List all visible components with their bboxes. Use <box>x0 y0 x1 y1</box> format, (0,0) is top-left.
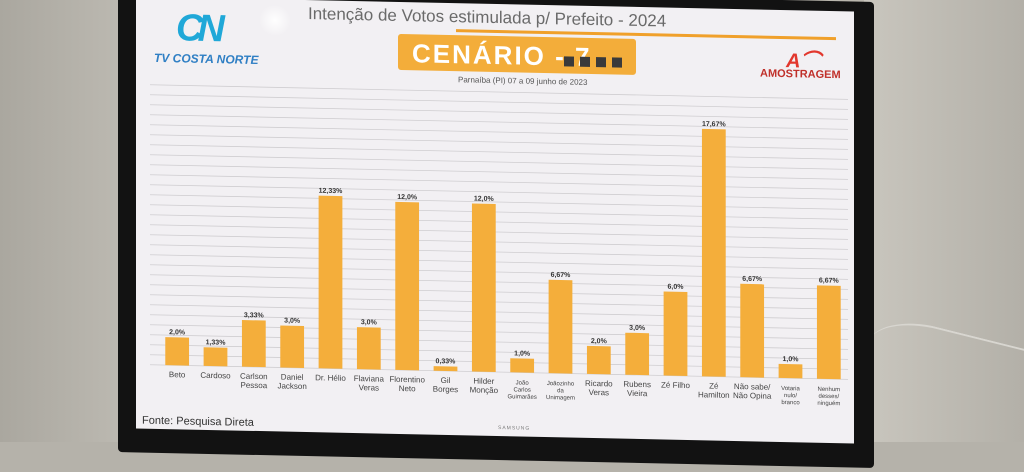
value-label-18: 6,67% <box>819 277 840 284</box>
grid-line <box>150 204 848 220</box>
category-label-12: RicardoVeras <box>585 379 613 398</box>
value-label-2: 1,33% <box>206 339 227 346</box>
value-label-13: 3,0% <box>629 325 646 332</box>
grid-line <box>150 314 848 330</box>
grid-line <box>150 274 848 290</box>
value-label-3: 3,33% <box>244 312 265 319</box>
category-label-9: HilderMonção <box>470 376 499 395</box>
bar-6 <box>356 327 381 370</box>
bar-5 <box>318 195 343 369</box>
category-label-5: Dr. Hélio <box>315 373 346 383</box>
value-label-17: 1,0% <box>783 356 800 363</box>
grid-line <box>150 164 848 180</box>
bar-11 <box>548 279 573 374</box>
grid-line <box>150 174 848 190</box>
tv-brand: SAMSUNG <box>498 425 531 432</box>
category-label-1: Beto <box>169 370 186 379</box>
tv-screen: CN TV COSTA NORTE Intenção de Votos esti… <box>136 0 854 444</box>
category-label-7: FlorentinoNeto <box>389 375 425 394</box>
grid-line <box>150 184 848 200</box>
grid-line <box>150 324 848 340</box>
grid-line <box>150 104 848 120</box>
grid-line <box>150 124 848 140</box>
grid-line <box>150 264 848 280</box>
bar-12 <box>586 345 611 375</box>
grid-line <box>150 214 848 230</box>
value-label-15: 17,67% <box>702 121 727 129</box>
grid-line <box>150 364 848 380</box>
category-label-16: Não sabe/Não Opina <box>733 382 772 401</box>
light-glare <box>258 5 292 36</box>
value-label-7: 12,0% <box>397 194 418 201</box>
bar-7 <box>395 201 420 371</box>
category-label-8: GilBorges <box>433 376 458 395</box>
bar-10 <box>510 358 535 373</box>
bar-17 <box>778 363 803 379</box>
bar-9 <box>471 203 496 372</box>
value-label-12: 2,0% <box>591 338 608 345</box>
category-label-10: JoãoCarlosGuimarães <box>507 380 536 401</box>
bar-16 <box>740 283 765 378</box>
bar-14 <box>663 291 688 377</box>
grid-line <box>150 254 848 270</box>
grid-line <box>150 84 848 100</box>
category-label-17: Votarianulo/branco <box>781 386 800 406</box>
bar-4 <box>280 325 305 368</box>
wall-left <box>0 0 130 472</box>
grid-line <box>150 304 848 320</box>
tv-frame: CN TV COSTA NORTE Intenção de Votos esti… <box>118 0 874 468</box>
value-label-4: 3,0% <box>284 318 301 325</box>
category-label-3: CarlsonPessoa <box>240 372 268 391</box>
grid-line <box>150 224 848 240</box>
value-label-9: 12,0% <box>474 196 495 203</box>
grid-line <box>150 354 848 370</box>
grid-line <box>150 284 848 300</box>
value-label-16: 6,67% <box>742 276 763 283</box>
category-label-13: RubensVieira <box>623 380 651 399</box>
bar-15 <box>701 128 726 377</box>
grid-line <box>150 244 848 260</box>
value-label-6: 3,0% <box>361 319 378 326</box>
grid-line <box>150 114 848 130</box>
grid-line <box>150 154 848 170</box>
grid-line <box>150 334 848 350</box>
bar-2 <box>203 347 228 367</box>
value-label-10: 1,0% <box>514 350 531 357</box>
bar-3 <box>241 320 266 368</box>
bar-1 <box>165 337 190 366</box>
category-label-15: ZéHamilton <box>698 381 730 400</box>
category-label-4: DanielJackson <box>277 372 306 391</box>
category-label-18: Nenhumdesses/ninguém <box>817 387 840 407</box>
grid-line <box>150 294 848 310</box>
value-label-8: 0,33% <box>436 358 457 365</box>
category-label-11: JoãozinhodaUnimagem <box>546 381 575 402</box>
value-label-5: 12,33% <box>319 188 344 196</box>
grid-line <box>150 134 848 150</box>
source-note: Fonte: Pesquisa Direta <box>142 414 254 429</box>
grid-line <box>150 194 848 210</box>
value-label-1: 2,0% <box>169 329 186 336</box>
bar-13 <box>625 332 650 376</box>
bar-8 <box>433 366 458 372</box>
value-label-14: 6,0% <box>668 284 685 291</box>
grid-line <box>150 234 848 250</box>
category-label-6: FlavianaVeras <box>354 374 385 393</box>
grid-line <box>150 94 848 110</box>
category-label-2: Cardoso <box>200 371 231 381</box>
value-label-11: 6,67% <box>551 272 572 279</box>
bar-chart: 2,0% Beto 1,33% Cardoso 3,33% CarlsonPessoa 3,… <box>150 84 848 407</box>
grid-line <box>150 344 848 360</box>
grid-line <box>150 144 848 160</box>
category-label-14: Zé Filho <box>661 380 690 390</box>
bar-18 <box>816 285 841 380</box>
wall-right <box>864 0 1024 472</box>
